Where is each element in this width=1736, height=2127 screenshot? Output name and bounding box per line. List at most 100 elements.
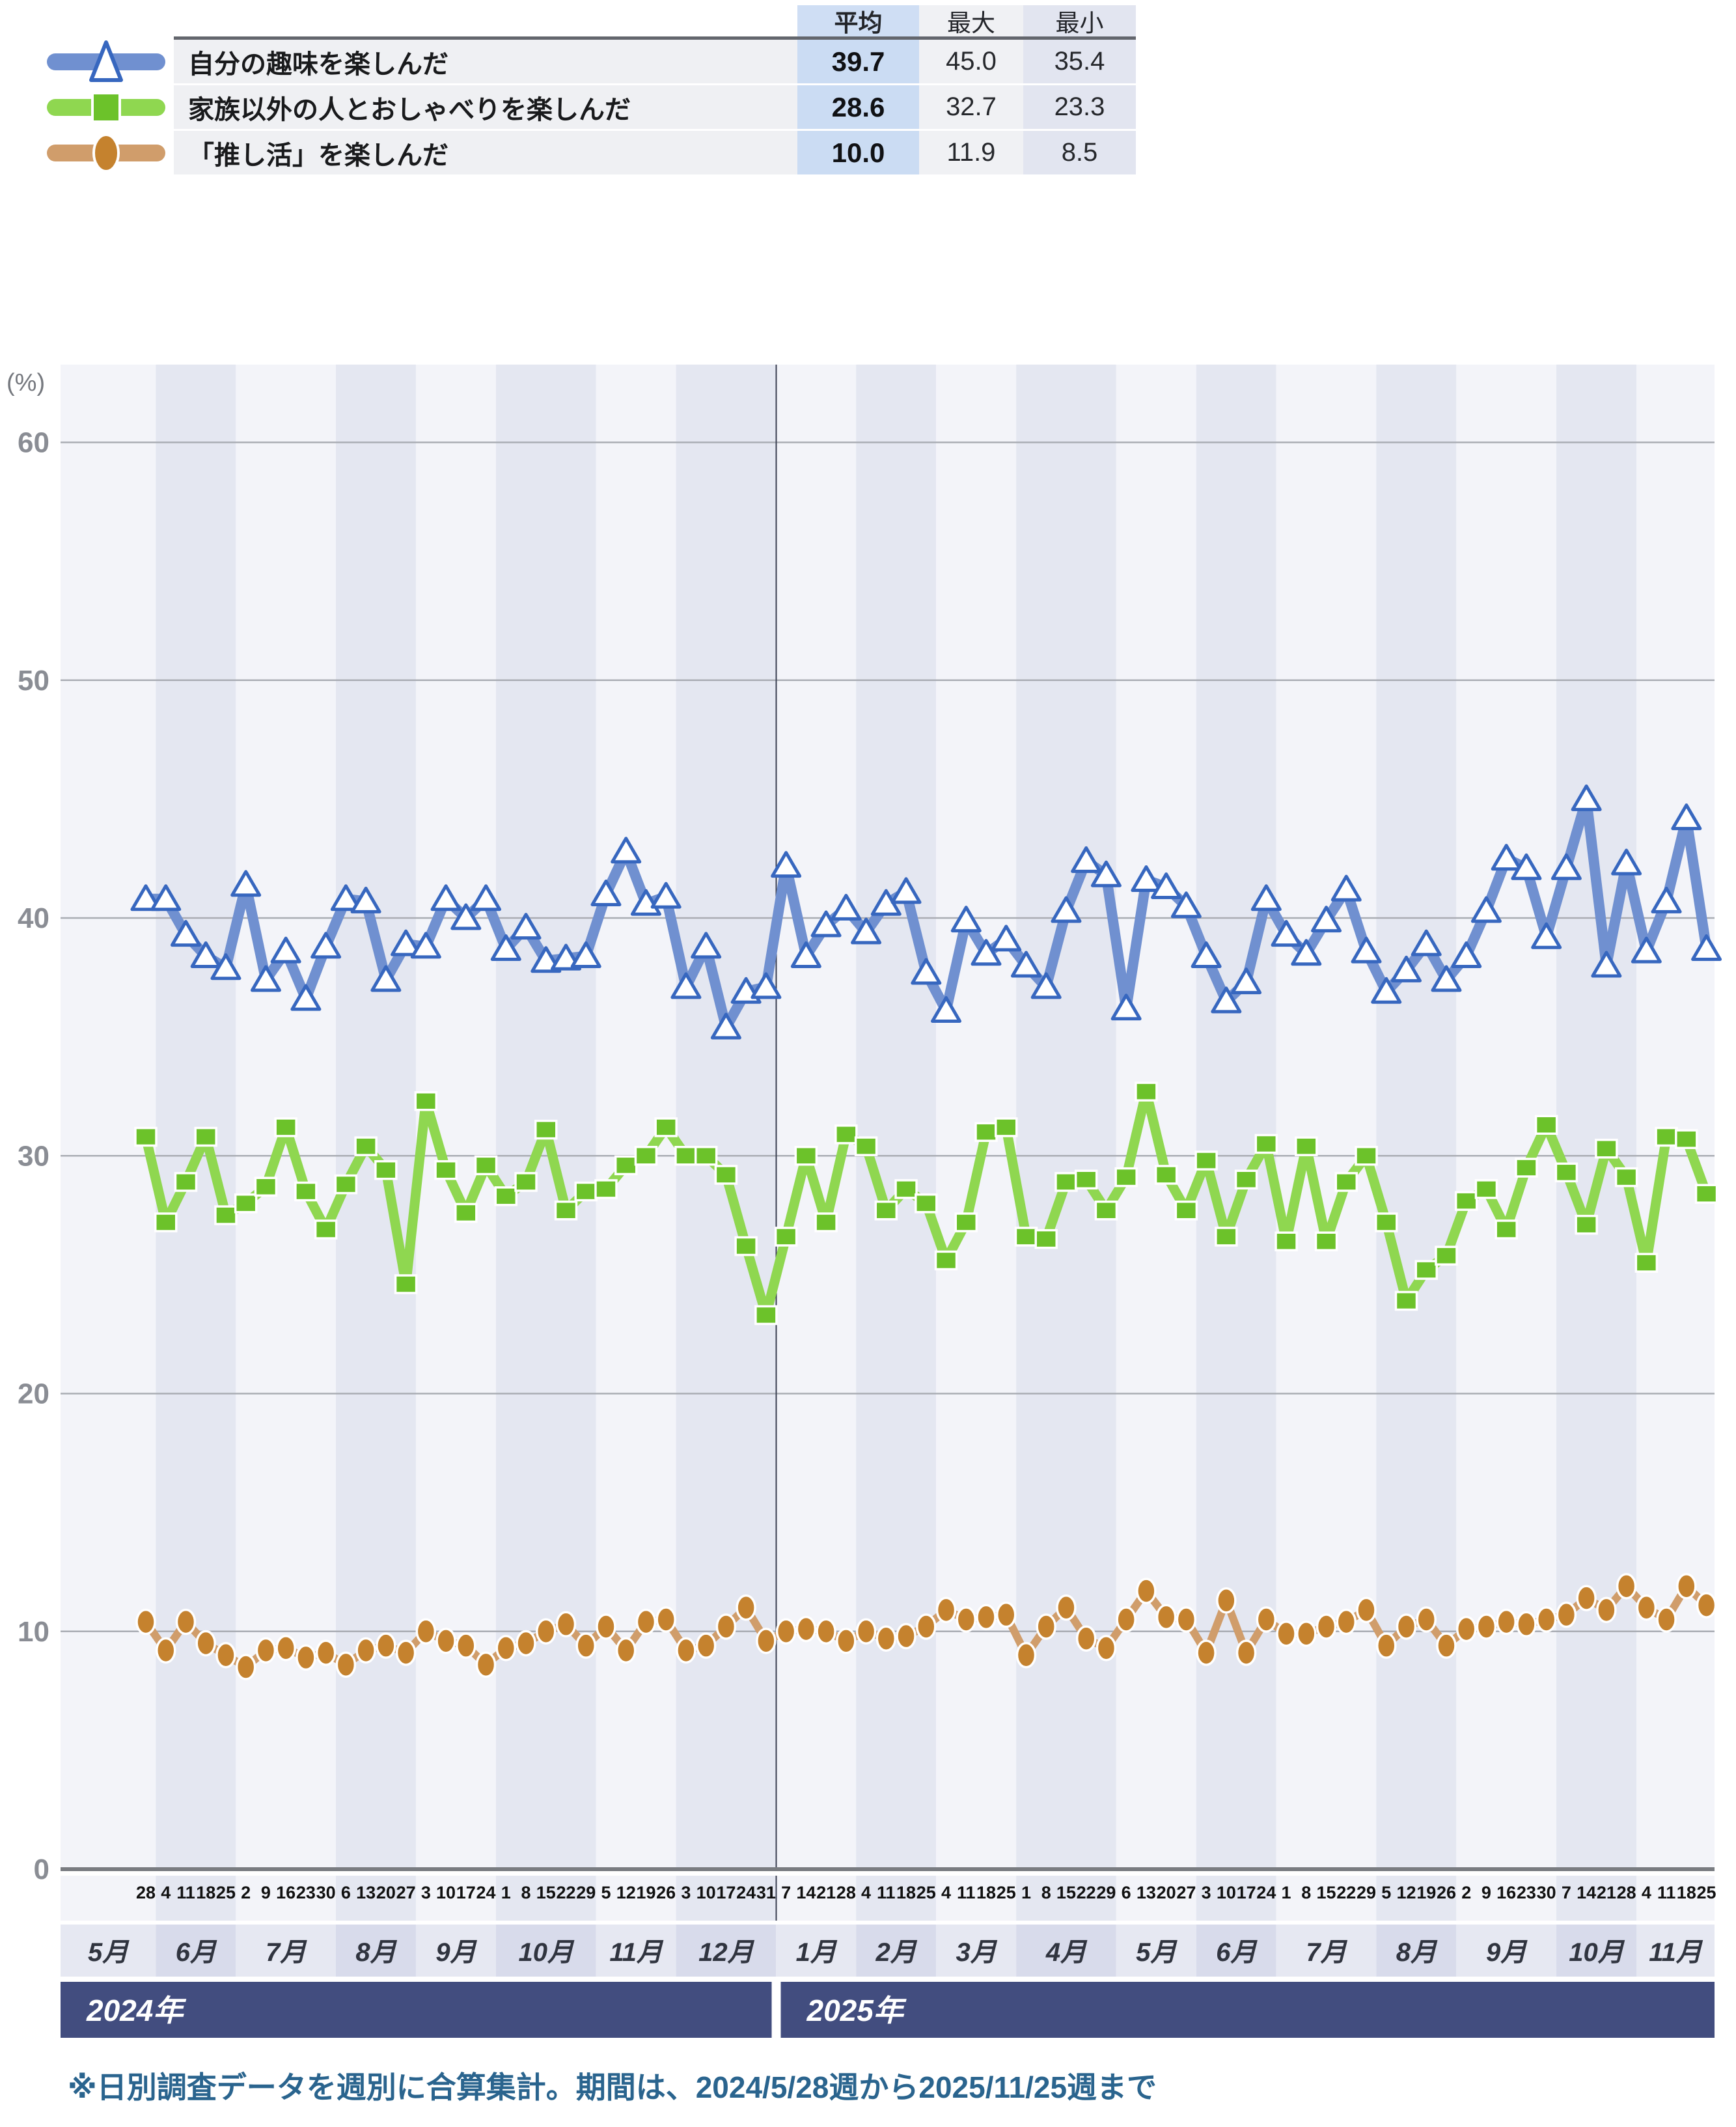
month-row-cell [1016, 1925, 1116, 1977]
y-axis-tick-label: 50 [18, 665, 49, 697]
month-label: 10月 [519, 1938, 575, 1967]
data-point-marker [691, 932, 722, 959]
data-point-marker [1155, 1604, 1177, 1631]
data-point-marker [1596, 1596, 1617, 1624]
week-tick-label: 1 [1021, 1883, 1031, 1902]
data-point-marker [1235, 1639, 1257, 1666]
data-point-marker [1351, 936, 1382, 964]
week-tick-label: 27 [396, 1883, 416, 1902]
data-point-marker [474, 1155, 498, 1176]
data-point-marker [995, 1601, 1017, 1628]
oshikatsu-max-value: 11.9 [919, 131, 1023, 174]
week-tick-label: 17 [716, 1883, 736, 1902]
data-point-marker [1276, 1620, 1297, 1647]
data-point-marker [834, 1124, 858, 1145]
data-point-marker [874, 1201, 898, 1221]
week-tick-label: 4 [161, 1883, 171, 1902]
week-tick-label: 24 [1256, 1883, 1276, 1902]
week-tick-label: 22 [1336, 1883, 1356, 1902]
month-label: 6月 [1216, 1938, 1258, 1967]
data-point-marker [134, 1126, 158, 1147]
data-point-marker [1095, 1635, 1117, 1661]
header-spacer [39, 5, 174, 36]
data-point-marker [1030, 972, 1062, 999]
month-band [1016, 365, 1116, 1921]
y-axis-tick-label: 60 [18, 427, 49, 459]
data-point-marker [514, 1172, 538, 1192]
data-point-marker [1211, 986, 1242, 1014]
data-point-marker [915, 1193, 938, 1214]
week-tick-label: 4 [1642, 1883, 1651, 1902]
data-point-marker [150, 884, 182, 911]
hobby-average-value: 39.7 [797, 40, 919, 83]
week-tick-label: 2 [241, 1883, 251, 1902]
data-point-marker [1634, 1253, 1659, 1273]
data-point-marker [1254, 1133, 1278, 1154]
data-point-marker [1334, 1172, 1358, 1192]
hobby-max-value: 45.0 [919, 40, 1023, 83]
data-point-marker [1094, 1201, 1118, 1221]
week-tick-label: 24 [476, 1883, 496, 1902]
week-tick-label: 10 [696, 1883, 716, 1902]
data-point-marker [810, 910, 842, 938]
week-tick-label: 29 [1357, 1883, 1376, 1902]
data-point-marker [1154, 1165, 1178, 1185]
data-point-marker [1356, 1596, 1377, 1624]
data-point-marker [1256, 1606, 1277, 1633]
data-point-marker [456, 1632, 476, 1659]
header-divider [174, 36, 1136, 40]
week-tick-label: 16 [1496, 1883, 1516, 1902]
data-point-marker [594, 1179, 618, 1199]
week-tick-label: 26 [1437, 1883, 1456, 1902]
data-point-marker [410, 932, 441, 959]
month-label: 9月 [435, 1938, 477, 1967]
data-point-marker [1196, 1639, 1217, 1666]
data-point-marker [450, 903, 482, 930]
data-point-marker [1534, 1115, 1558, 1135]
data-point-marker [676, 1637, 696, 1664]
data-point-marker [976, 1604, 997, 1631]
data-point-marker [575, 1632, 596, 1659]
data-point-marker [1595, 1139, 1618, 1159]
data-point-marker [890, 877, 922, 904]
data-point-marker [1116, 1606, 1137, 1633]
data-point-marker [274, 1117, 297, 1137]
week-tick-label: 6 [1122, 1883, 1131, 1902]
legend-stats-table: 平均 最大 最小 自分の趣味を楽しんだ 39.7 45.0 35.4 家族以外の… [39, 5, 1136, 174]
data-point-marker [330, 884, 361, 911]
month-row-cell [936, 1925, 1017, 1977]
oshikatsu-average-value: 10.0 [797, 131, 919, 174]
hobby-min-value: 35.4 [1023, 40, 1136, 83]
data-point-marker [1411, 929, 1442, 956]
legend-swatch-hobby [39, 40, 174, 83]
week-tick-label: 8 [1041, 1883, 1051, 1902]
week-tick-label: 23 [296, 1883, 316, 1902]
data-point-marker [1071, 846, 1102, 873]
data-point-marker [1394, 1290, 1418, 1311]
month-row-cell [156, 1925, 236, 1977]
week-tick-label: 20 [1157, 1883, 1176, 1902]
data-point-marker [555, 1611, 577, 1638]
data-point-marker [855, 1618, 877, 1645]
data-point-marker [974, 1122, 998, 1142]
week-tick-label: 20 [376, 1883, 396, 1902]
data-point-marker [1074, 1169, 1098, 1190]
data-point-marker [1311, 906, 1342, 933]
data-point-marker [1131, 865, 1162, 893]
data-point-marker [154, 1212, 178, 1232]
data-point-marker [654, 1117, 678, 1137]
data-point-marker [931, 995, 962, 1023]
data-point-marker [1575, 1214, 1598, 1235]
week-tick-label: 16 [276, 1883, 296, 1902]
data-point-marker [1174, 1201, 1198, 1221]
month-band [1376, 365, 1457, 1921]
data-point-marker [130, 884, 161, 911]
month-label: 1月 [796, 1938, 838, 1967]
week-tick-label: 3 [1202, 1883, 1211, 1902]
data-point-marker [155, 1637, 176, 1664]
data-point-marker [1696, 1592, 1717, 1619]
year-label: 2024年 [86, 1994, 186, 2027]
month-label: 10月 [1569, 1938, 1625, 1967]
week-tick-label: 19 [1416, 1883, 1436, 1902]
data-point-marker [376, 1632, 396, 1659]
